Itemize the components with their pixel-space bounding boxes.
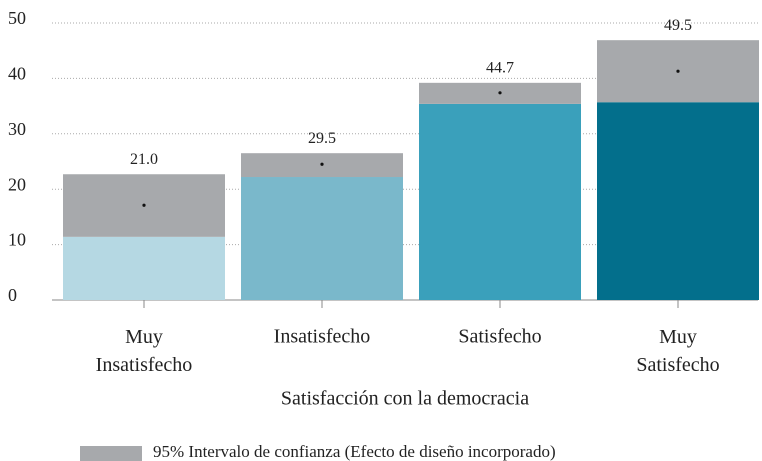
annotation: 49.5: [664, 17, 692, 34]
x-tick-label-line: Muy: [659, 326, 697, 348]
x-axis-label: Satisfacción con la democracia: [281, 388, 529, 410]
estimate-dot: [498, 91, 502, 95]
y-tick-label: 40: [8, 64, 26, 84]
annotation: 21.0: [130, 151, 158, 168]
annotation: 44.7: [486, 60, 514, 77]
y-tick-label: 30: [8, 119, 26, 139]
estimate-dot: [142, 203, 146, 207]
bar: [419, 103, 581, 300]
y-tick-label: 10: [8, 230, 26, 250]
y-tick-label: 20: [8, 174, 26, 194]
legend-swatch: [80, 446, 142, 461]
y-tick-label: 50: [8, 8, 26, 28]
estimate-dot: [320, 162, 324, 166]
legend-label: 95% Intervalo de confianza (Efecto de di…: [153, 442, 556, 461]
x-tick-label: Muy Satisfecho: [636, 326, 719, 376]
x-tick-label: Satisfecho: [458, 326, 541, 348]
bar: [241, 177, 403, 300]
estimate-dot: [676, 69, 680, 73]
bar: [63, 236, 225, 300]
x-tick-label: Insatisfecho: [274, 326, 371, 348]
x-tick-label-line: Insatisfecho: [96, 354, 193, 376]
x-tick-label-line: Satisfecho: [636, 354, 719, 376]
bar: [597, 102, 759, 300]
x-tick-label-line: Muy: [125, 326, 163, 348]
x-tick-label: Muy Insatisfecho: [96, 326, 193, 376]
annotation: 29.5: [308, 130, 336, 147]
y-tick-label: 0: [8, 285, 17, 305]
